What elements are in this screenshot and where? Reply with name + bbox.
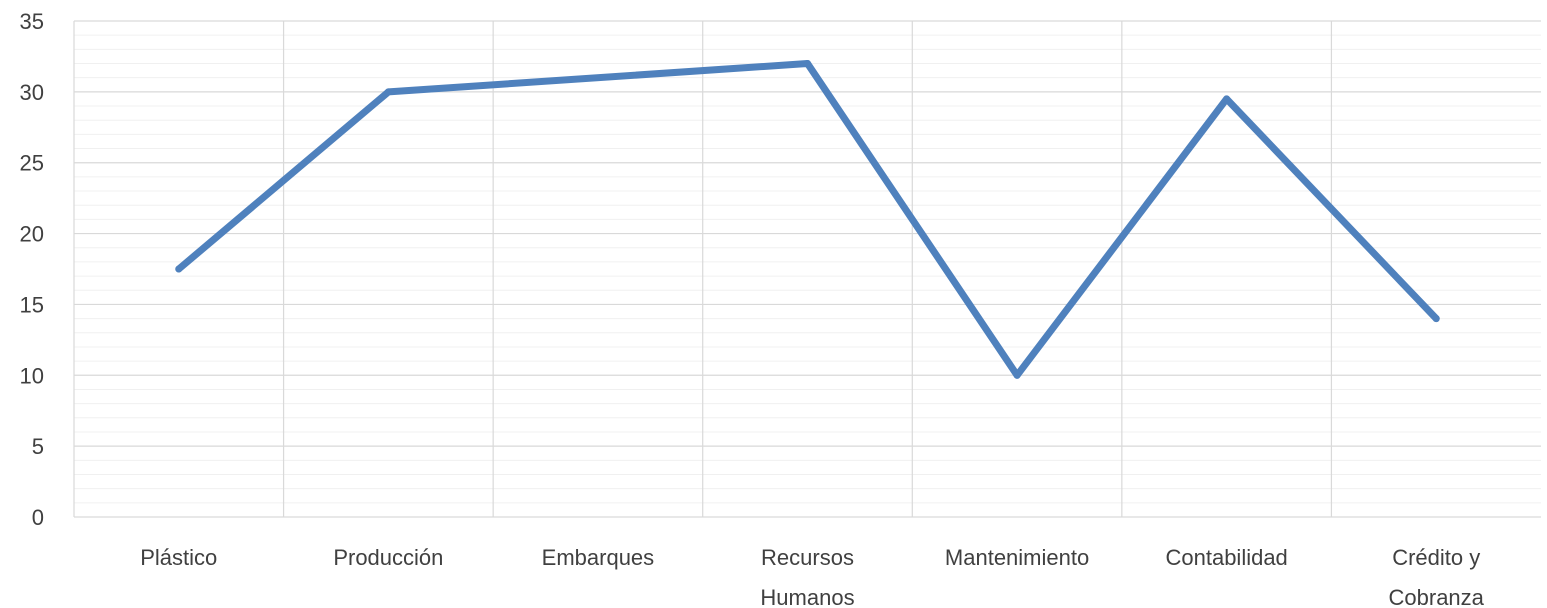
x-tick-label-line: Producción <box>333 545 443 570</box>
data-point <box>384 88 392 96</box>
x-tick-label: Embarques <box>542 545 655 570</box>
category-gridlines <box>73 21 1333 517</box>
x-tick-label: Mantenimiento <box>945 545 1089 570</box>
y-tick-label: 0 <box>32 505 44 530</box>
data-point <box>175 265 183 273</box>
x-tick-label-line: Contabilidad <box>1165 545 1287 570</box>
x-tick-label-line: Crédito y <box>1392 545 1480 570</box>
data-point <box>804 60 811 68</box>
y-tick-label: 5 <box>32 434 44 459</box>
minor-gridlines <box>74 34 1541 504</box>
x-tick-label: Recursos Humanos <box>760 545 854 608</box>
y-tick-label: 10 <box>20 363 44 388</box>
data-point <box>1223 95 1231 103</box>
y-tick-label: 25 <box>20 151 44 176</box>
y-tick-label: 20 <box>20 222 44 247</box>
x-tick-label-line: Embarques <box>542 545 655 570</box>
y-tick-label: 35 <box>20 9 44 34</box>
x-tick-label: Plástico <box>140 545 217 570</box>
x-tick-label-line: Humanos <box>760 585 854 608</box>
x-tick-label-line: Plástico <box>140 545 217 570</box>
series-layer <box>175 60 1440 379</box>
series-line <box>175 60 1440 379</box>
data-point <box>1013 371 1021 379</box>
x-tick-label: Contabilidad <box>1165 545 1287 570</box>
data-point <box>1432 315 1440 323</box>
x-tick-label: Producción <box>333 545 443 570</box>
x-axis-tick-labels: Plástico Producción Embarques Recursos Human… <box>140 545 1484 608</box>
x-tick-label: Crédito y Cobranza <box>1389 545 1485 608</box>
major-gridlines <box>74 20 1541 518</box>
y-axis-tick-labels: 0 5 10 15 20 25 30 35 <box>20 9 44 530</box>
x-tick-label-line: Recursos <box>761 545 854 570</box>
y-tick-label: 30 <box>20 80 44 105</box>
x-tick-label-line: Mantenimiento <box>945 545 1089 570</box>
y-tick-label: 15 <box>20 292 44 317</box>
x-tick-label-line: Cobranza <box>1389 585 1485 608</box>
